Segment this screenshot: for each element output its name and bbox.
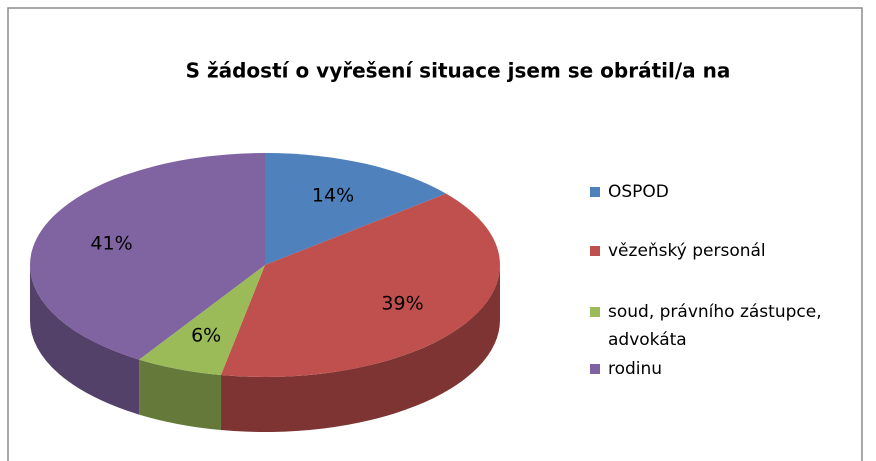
pie-slice <box>139 265 265 376</box>
legend-item: rodinu <box>590 355 840 383</box>
legend-label: rodinu <box>608 359 663 379</box>
legend-item: OSPOD <box>590 178 840 206</box>
legend-label: vězeňský personál <box>608 241 766 261</box>
pie-side <box>30 265 140 415</box>
pie-side <box>220 265 500 432</box>
pie-sides <box>30 265 500 432</box>
pie-labels: 14% 39% 6% 41% <box>90 185 423 347</box>
data-label: 6% <box>191 324 221 346</box>
legend-swatch <box>590 307 600 317</box>
legend-swatch <box>590 187 600 197</box>
legend-swatch <box>590 364 600 374</box>
pie-tops <box>29 153 500 377</box>
legend-label: OSPOD <box>608 182 669 202</box>
data-label: 39% <box>381 292 423 314</box>
pie-side <box>139 359 221 431</box>
pie-slice <box>265 153 447 265</box>
data-label: 41% <box>90 232 132 254</box>
data-label: 14% <box>312 185 354 207</box>
legend-item: vězeňský personál <box>590 237 840 265</box>
pie-slice <box>220 193 500 377</box>
legend-swatch <box>590 246 600 256</box>
legend-label: soud, právního zástupce, advokáta <box>608 302 822 350</box>
legend-item: soud, právního zástupce, advokáta <box>590 298 840 354</box>
pie-slice <box>29 153 266 360</box>
chart-title: S žádostí o vyřešení situace jsem se obr… <box>186 59 731 83</box>
